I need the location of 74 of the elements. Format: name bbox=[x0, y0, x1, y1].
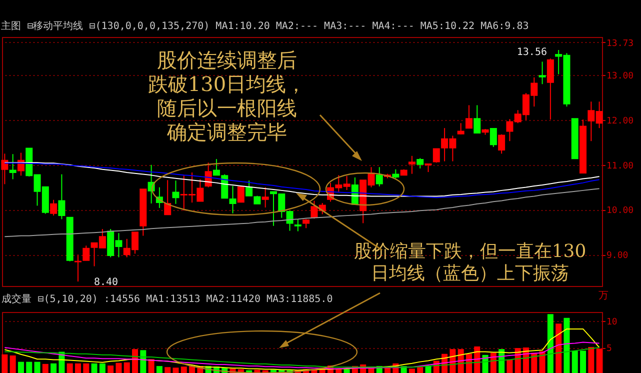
bar bbox=[2, 354, 8, 373]
candlestick bbox=[82, 245, 90, 261]
bar bbox=[124, 362, 130, 373]
bar bbox=[588, 346, 594, 373]
line-series bbox=[4, 188, 600, 238]
bar bbox=[564, 318, 570, 373]
bar bbox=[148, 359, 154, 373]
bar bbox=[91, 363, 98, 373]
bar bbox=[83, 363, 90, 373]
y-tick-label: 13.00 bbox=[606, 72, 634, 82]
bar bbox=[132, 349, 138, 373]
candlestick bbox=[164, 180, 172, 216]
candlestick bbox=[58, 174, 66, 220]
bar bbox=[108, 366, 114, 373]
y-tick-label: 9.00 bbox=[606, 251, 628, 262]
y-tick-label: 5 bbox=[606, 344, 612, 354]
bar bbox=[18, 362, 24, 373]
bar bbox=[417, 367, 424, 373]
y-tick-label: 12.00 bbox=[606, 116, 634, 126]
chart-title: 成交量 ⊟(5,10,20) :14556 MA1:13513 MA2:11420 MA3:11885.0 bbox=[2, 293, 333, 305]
annotation: 13.56 bbox=[516, 47, 547, 58]
y-tick-label: 13.73 bbox=[606, 38, 634, 49]
bar bbox=[531, 352, 538, 373]
candlestick bbox=[50, 199, 58, 216]
chart-title: 主图 ⊟移动平均线 ⊟(130,0,0,0,135,270) MA1:10.20 MA2:--- MA3:--- MA4:--- MA5:10.22 MA6:9.83 bbox=[1, 20, 529, 32]
bar bbox=[99, 363, 106, 373]
bar bbox=[26, 362, 32, 373]
bar bbox=[10, 355, 16, 373]
bar bbox=[547, 314, 554, 373]
candlestick bbox=[172, 180, 180, 204]
candlestick bbox=[546, 58, 554, 120]
candlestick bbox=[416, 158, 424, 169]
y-axis-title: 万 bbox=[598, 290, 608, 302]
bar bbox=[572, 350, 578, 373]
bar bbox=[384, 368, 391, 373]
candlestick bbox=[465, 104, 472, 129]
bar bbox=[180, 366, 187, 373]
bar bbox=[539, 351, 546, 373]
bar bbox=[506, 360, 513, 373]
candlestick bbox=[262, 186, 269, 208]
bar bbox=[408, 368, 415, 373]
candlestick bbox=[538, 61, 546, 85]
annotation: 8.40 bbox=[94, 277, 118, 288]
candlestick bbox=[408, 155, 416, 174]
bar bbox=[344, 369, 350, 373]
bar bbox=[116, 362, 122, 373]
annotation: 股价连续调整后跌破130日均线，随后以一根阳线确定调整完毕 bbox=[148, 48, 306, 144]
bar bbox=[556, 324, 562, 373]
candlestick bbox=[237, 186, 244, 203]
candlestick bbox=[498, 134, 506, 154]
bar bbox=[66, 363, 73, 373]
bar bbox=[34, 362, 40, 373]
bar bbox=[580, 350, 586, 373]
candlestick bbox=[229, 185, 236, 214]
y-tick-label: 11.00 bbox=[606, 161, 634, 172]
y-tick-label: 10 bbox=[606, 318, 618, 328]
candlestick bbox=[376, 166, 383, 187]
candlestick bbox=[490, 128, 497, 148]
candlestick bbox=[1, 153, 8, 185]
candlestick bbox=[457, 122, 464, 135]
bar bbox=[596, 348, 602, 373]
candlestick bbox=[474, 104, 481, 134]
candlestick bbox=[294, 218, 302, 232]
line-series bbox=[4, 347, 600, 368]
bar bbox=[156, 366, 162, 373]
bar bbox=[42, 364, 48, 373]
candlestick bbox=[9, 154, 16, 180]
bar bbox=[75, 363, 81, 373]
line-series bbox=[4, 342, 600, 370]
y-tick-label: 10.00 bbox=[606, 206, 634, 216]
bar bbox=[164, 367, 171, 373]
candlestick bbox=[74, 254, 82, 282]
bar bbox=[50, 363, 57, 373]
bar bbox=[172, 368, 179, 373]
